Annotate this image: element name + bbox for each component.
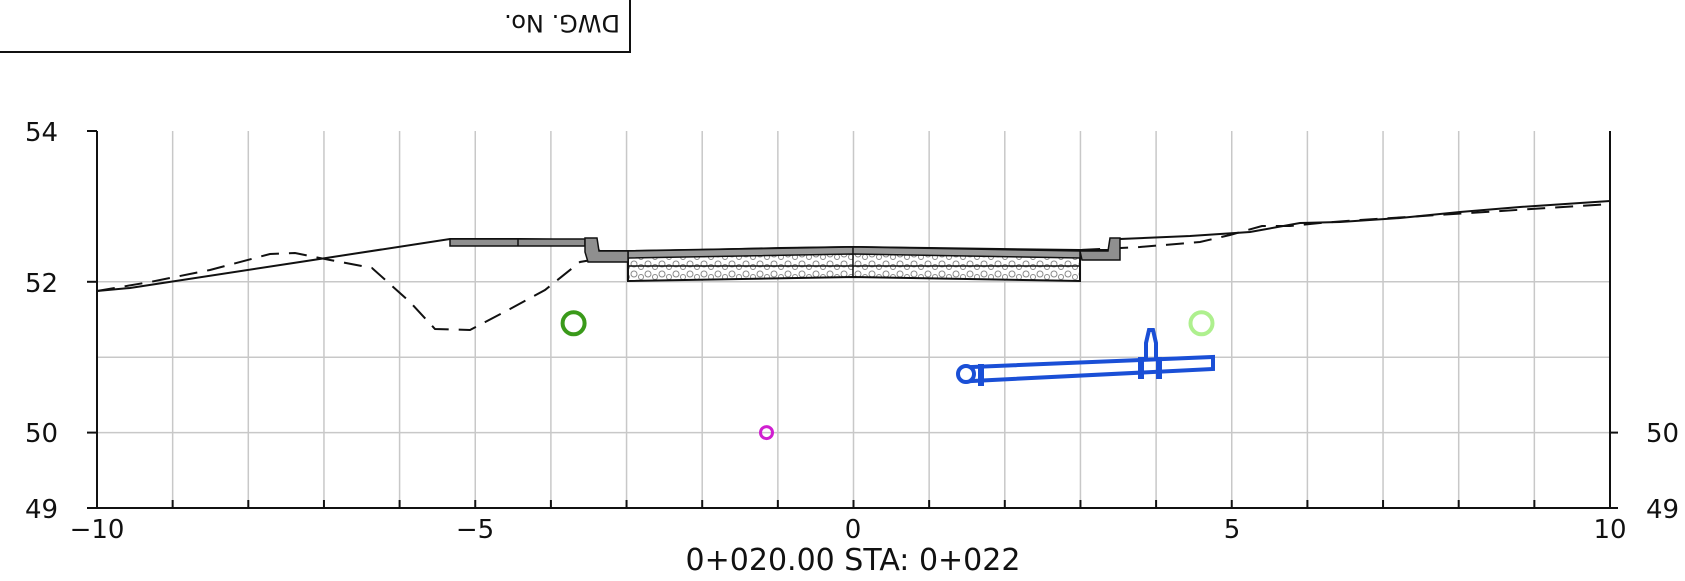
tick-marks bbox=[87, 130, 1618, 509]
curb-right bbox=[1079, 237, 1121, 261]
x-tick-label: −10 bbox=[70, 515, 125, 545]
pipe-body bbox=[970, 354, 1215, 384]
grid bbox=[97, 131, 1610, 508]
curb-left bbox=[584, 237, 629, 263]
y-tick-label: 52 bbox=[25, 269, 58, 299]
pipe-end-cap bbox=[956, 364, 976, 384]
y-tick-label: 49 bbox=[1646, 495, 1679, 525]
utility-dark-green bbox=[560, 310, 587, 337]
title-block: DWG. No. bbox=[0, 0, 631, 53]
y-tick-label: 50 bbox=[1646, 419, 1679, 449]
x-tick-label: −5 bbox=[456, 515, 494, 545]
x-tick-label: 5 bbox=[1224, 515, 1241, 545]
y-tick-label: 54 bbox=[25, 118, 58, 148]
y-tick-labels-right: 50 49 bbox=[1646, 419, 1679, 525]
x-tick-labels: −10 −5 0 5 10 bbox=[70, 515, 1627, 545]
y-tick-labels-left: 54 52 50 49 bbox=[25, 118, 58, 525]
utility-light-green bbox=[1188, 310, 1215, 337]
y-tick-label: 49 bbox=[25, 495, 58, 525]
x-tick-label: 0 bbox=[845, 515, 862, 545]
x-tick-label: 10 bbox=[1593, 515, 1626, 545]
utilities bbox=[560, 310, 1215, 441]
y-tick-label: 50 bbox=[25, 419, 58, 449]
station-label: 0+020.00 STA: 0+022 bbox=[686, 543, 1021, 578]
pavement-structure bbox=[627, 245, 1081, 283]
pipe-valve bbox=[1144, 328, 1158, 360]
utility-magenta bbox=[759, 425, 775, 441]
blue-pipe bbox=[956, 328, 1215, 386]
dwg-number-label: DWG. No. bbox=[504, 9, 620, 37]
